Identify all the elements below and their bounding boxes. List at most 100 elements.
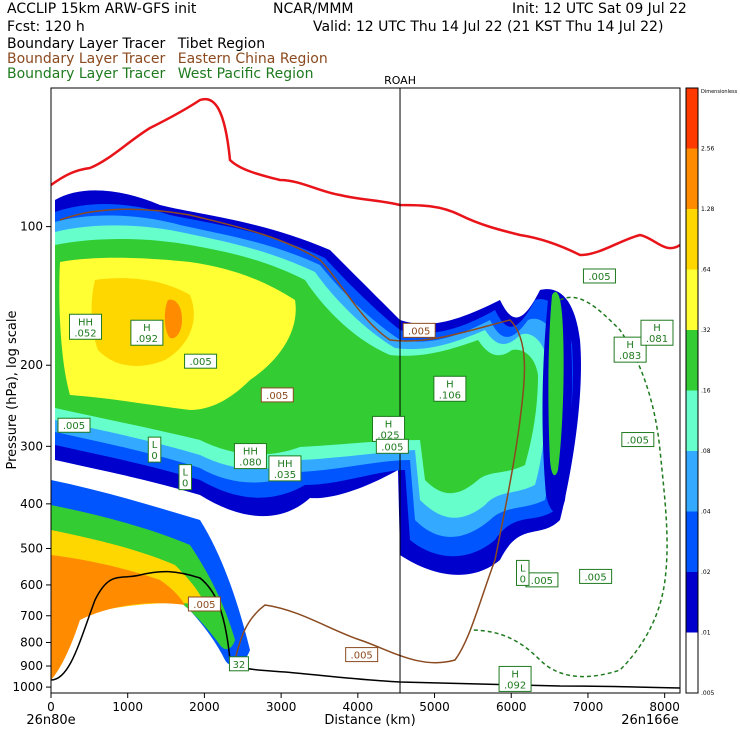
contour-label-box bbox=[233, 443, 267, 470]
left-end-label: 26n80e bbox=[26, 713, 75, 728]
colorbar-level-label: .02 bbox=[701, 569, 711, 576]
contour-label-text: .005 bbox=[63, 421, 85, 432]
contour-label-text: .092 bbox=[504, 680, 526, 691]
contour-label-text: 0 bbox=[182, 479, 188, 490]
contour-label-text: .005 bbox=[584, 572, 606, 583]
colorbar-band bbox=[686, 148, 698, 209]
contour-label-text: .092 bbox=[136, 334, 158, 345]
x-tick-label: 1000 bbox=[112, 700, 143, 714]
colorbar-band bbox=[686, 451, 698, 512]
contour-label: .005 bbox=[402, 322, 436, 338]
colorbar-band bbox=[686, 390, 698, 451]
contour-label-box bbox=[69, 313, 103, 340]
contour-label: .005 bbox=[345, 647, 379, 663]
colorbar-band bbox=[686, 269, 698, 330]
contour-label-box bbox=[57, 417, 91, 433]
contour-label-box bbox=[268, 455, 302, 482]
colorbar-level-label: 2.56 bbox=[701, 146, 715, 153]
contour-label-text: .052 bbox=[74, 328, 96, 339]
contour-label-text: L bbox=[182, 468, 188, 479]
contour-label-box bbox=[260, 387, 294, 403]
y-tick-label: 800 bbox=[20, 635, 43, 649]
colorbar-band bbox=[686, 632, 698, 693]
y-tick-label: 400 bbox=[20, 497, 43, 511]
contour-label-box bbox=[582, 268, 616, 284]
contour-label: HH.080 bbox=[233, 443, 267, 470]
contour-label-text: .005 bbox=[627, 436, 649, 447]
west-pacific-contour bbox=[469, 296, 668, 678]
legend-tibet-label: Boundary Layer Tracer bbox=[7, 36, 166, 52]
contour-label-text: HH bbox=[277, 459, 292, 470]
contour-label-box bbox=[345, 647, 379, 663]
contour-label: .005 bbox=[375, 438, 409, 454]
y-tick-label: 600 bbox=[20, 578, 43, 592]
contour-label-text: 0 bbox=[520, 574, 526, 585]
contour-label-text: .005 bbox=[189, 357, 211, 368]
contour-label-text: .005 bbox=[266, 391, 288, 402]
contour-label-box bbox=[147, 436, 162, 463]
contour-label-text: HH bbox=[78, 317, 93, 328]
contour-label-text: .005 bbox=[588, 272, 610, 283]
init-time: Init: 12 UTC Sat 09 Jul 22 bbox=[512, 1, 687, 17]
contour-label: .005 bbox=[579, 568, 613, 584]
contour-label: .005 bbox=[260, 387, 294, 403]
org-label: NCAR/MMM bbox=[273, 1, 354, 17]
contour-label: .005 bbox=[184, 353, 218, 369]
plume-level-08 bbox=[164, 299, 182, 339]
y-tick-label: 500 bbox=[20, 541, 43, 555]
x-axis: 0 1000 2000 3000 4000 5000 6000 7000 8000 bbox=[47, 693, 680, 714]
contour-label-text: H bbox=[446, 379, 454, 390]
contour-label-box bbox=[178, 464, 192, 491]
x-tick-label: 7000 bbox=[573, 700, 604, 714]
contour-label-text: .080 bbox=[239, 458, 261, 469]
legend-west-pacific-region: West Pacific Region bbox=[177, 66, 314, 82]
contour-label: .005 bbox=[582, 268, 616, 284]
legend-eastern-china-region: Eastern China Region bbox=[177, 51, 328, 67]
contour-label-box bbox=[372, 415, 406, 442]
contour-label-text: H bbox=[385, 419, 393, 430]
contour-label-text: .005 bbox=[193, 600, 215, 611]
x-tick-label: 2000 bbox=[189, 700, 220, 714]
x-tick-label: 8000 bbox=[649, 700, 680, 714]
contour-label-text: .005 bbox=[531, 576, 553, 587]
y-tick-label: 1000 bbox=[12, 680, 43, 694]
contour-label-box bbox=[516, 559, 530, 586]
contour-label: .005 bbox=[525, 572, 559, 588]
contour-label-box bbox=[187, 596, 221, 612]
valid-time: Valid: 12 UTC Thu 14 Jul 22 (21 KST Thu … bbox=[313, 19, 664, 35]
colorbar-level-label: .04 bbox=[701, 509, 711, 516]
contour-label-text: H bbox=[511, 669, 519, 680]
forecast-hour: Fcst: 120 h bbox=[7, 19, 85, 35]
x-tick-label: 5000 bbox=[419, 700, 450, 714]
contour-label-text: HH bbox=[243, 447, 258, 458]
x-tick-label: 4000 bbox=[343, 700, 374, 714]
contour-label: H.092 bbox=[130, 319, 164, 346]
colorbar-band bbox=[686, 88, 698, 149]
contour-label: H.081 bbox=[640, 319, 674, 346]
right-end-label: 26n166e bbox=[621, 713, 679, 728]
x-tick-label: 3000 bbox=[266, 700, 297, 714]
contour-label: H.025 bbox=[372, 415, 406, 442]
contour-label-text: H bbox=[626, 340, 634, 351]
contour-label-box bbox=[433, 375, 467, 402]
legend-tibet: Boundary Layer Tracer Tibet Region bbox=[7, 36, 265, 52]
colorbar-level-label: .64 bbox=[701, 267, 711, 274]
y-axis-title: Pressure (hPa), log scale bbox=[5, 311, 20, 470]
legend-tibet-region: Tibet Region bbox=[177, 36, 266, 52]
y-tick-label: 900 bbox=[20, 659, 43, 673]
contour-label-text: .081 bbox=[646, 334, 668, 345]
plume-level-14 bbox=[548, 291, 564, 476]
contour-label: .005 bbox=[187, 596, 221, 612]
contour-label-text: L bbox=[520, 563, 526, 574]
y-axis: 100 200 300 400 500 600 700 800 900 1000 bbox=[12, 220, 51, 694]
contour-label-text: .083 bbox=[619, 351, 641, 362]
contour-label-text: .005 bbox=[381, 442, 403, 453]
contour-label-text: H bbox=[653, 323, 661, 334]
model-title: ACCLIP 15km ARW-GFS init bbox=[7, 1, 197, 17]
colorbar-band bbox=[686, 572, 698, 633]
contour-label: .005 bbox=[621, 432, 655, 448]
tracer-red-contour bbox=[51, 97, 680, 257]
contour-label-text: .005 bbox=[351, 651, 373, 662]
